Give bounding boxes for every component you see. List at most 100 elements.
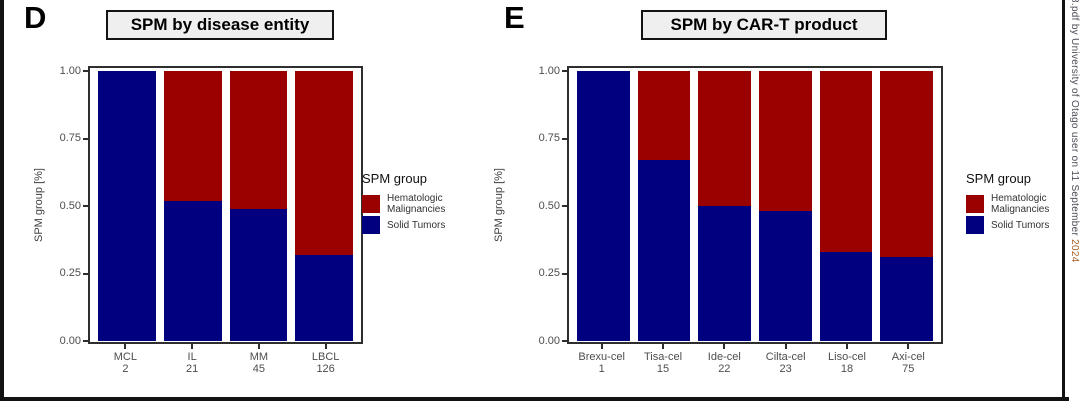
legend-swatch [362, 216, 380, 234]
legend-entry-label: Hematologic Malignancies [991, 193, 1050, 215]
x-tick-cell [296, 344, 355, 349]
x-tick-cell [96, 344, 155, 349]
y-tick-mark [83, 70, 88, 72]
x-tick-mark [845, 344, 848, 349]
x-tick-cell [230, 344, 289, 349]
bar-segment-solid-tumors [229, 208, 288, 341]
y-tick-label: 0.75 [59, 132, 81, 144]
x-axis-category-label: MCL 2 [113, 351, 137, 375]
x-axis-category-label: LBCL 126 [311, 351, 340, 375]
panel-letter-e: E [504, 0, 525, 35]
stacked-bar-mcl [98, 71, 156, 341]
panel-e-x-tick-marks [567, 344, 943, 349]
bar-segment-solid-tumors [880, 257, 934, 341]
y-tick-label: 0.25 [538, 267, 560, 279]
panel-e-title: SPM by CAR-T product [670, 15, 858, 34]
y-tick-label: 0.25 [59, 267, 81, 279]
stacked-bar-brexu-cel [577, 71, 630, 341]
legend-entry-label: Solid Tumors [387, 219, 446, 231]
x-tick-mark [661, 344, 664, 349]
legend-title: SPM group [966, 171, 1032, 186]
x-tick-mark [723, 344, 726, 349]
figure-frame-bottom [0, 397, 1069, 401]
x-axis-category-label: IL 21 [186, 351, 199, 375]
y-tick-mark [83, 205, 88, 207]
panel-e-plot-area [567, 66, 943, 344]
y-tick-mark [562, 205, 567, 207]
y-tick-label: 1.00 [538, 64, 560, 77]
bar-segment-hematologic [819, 71, 873, 252]
x-axis-category-label: Liso-cel 18 [828, 351, 866, 375]
legend-entries: Hematologic Malignancies Solid Tumors [362, 193, 470, 234]
bar-segment-hematologic [698, 71, 752, 206]
y-tick-mark [562, 70, 567, 72]
x-tick-cell [575, 344, 628, 349]
bar-segment-solid-tumors [819, 251, 873, 341]
legend-entry: Solid Tumors [362, 216, 470, 234]
x-axis-category-label: Axi-cel 75 [891, 351, 925, 375]
figure-frame-right [1062, 0, 1065, 401]
legend-swatch [362, 195, 380, 213]
y-tick-label: 1.00 [59, 64, 81, 77]
legend-entries: Hematologic Malignancies Solid Tumors [966, 193, 1074, 234]
legend-swatch [966, 216, 984, 234]
legend-title: SPM group [362, 171, 428, 186]
panel-d-plot-area [88, 66, 363, 344]
x-axis-category-label: Brexu-cel 1 [578, 351, 625, 375]
x-tick-mark [600, 344, 603, 349]
panel-e-legend: SPM group Hematologic Malignancies Solid … [966, 171, 1074, 235]
x-tick-cell [636, 344, 689, 349]
panel-letter-d: D [24, 0, 47, 35]
legend-swatch [966, 195, 984, 213]
stacked-bar-cilta-cel [759, 71, 812, 341]
x-axis-category-label: Ide-cel 22 [707, 351, 741, 375]
panel-d-title: SPM by disease entity [130, 15, 310, 34]
legend-entry: Solid Tumors [966, 216, 1074, 234]
y-tick-mark [562, 137, 567, 140]
panel-e-title-box: SPM by CAR-T product [641, 10, 887, 40]
x-axis-category-label: MM 45 [249, 351, 269, 375]
x-tick-cell [698, 344, 751, 349]
bar-segment-solid-tumors [637, 160, 691, 341]
x-tick-cell [882, 344, 935, 349]
panel-e-plot: SPM group [%] Brexu-cel 1 Tisa-cel 15 Ide-ce… [493, 65, 943, 375]
download-watermark-text: 8.pdf by University of Otago user on 11 … [1069, 0, 1080, 263]
stacked-bar-axi-cel [880, 71, 934, 341]
x-tick-mark [907, 344, 910, 349]
watermark-year: 2024 [1069, 239, 1080, 263]
x-tick-cell [759, 344, 812, 349]
bar-segment-hematologic [637, 71, 691, 161]
y-tick-mark [83, 340, 88, 342]
x-tick-mark [257, 344, 260, 349]
figure-frame-left [0, 0, 4, 401]
legend-entry-label: Hematologic Malignancies [387, 193, 446, 215]
panel-e-y-axis-label: SPM group [%] [493, 168, 505, 242]
bar-segment-hematologic [295, 71, 353, 255]
panel-d-title-box: SPM by disease entity [106, 10, 334, 40]
bar-segment-solid-tumors [295, 254, 353, 341]
bar-segment-solid-tumors [759, 211, 812, 341]
bar-segment-solid-tumors [98, 71, 156, 341]
legend-entry: Hematologic Malignancies [362, 193, 470, 215]
x-tick-mark [784, 344, 787, 349]
bar-segment-hematologic [880, 71, 934, 258]
y-tick-label: 0.00 [538, 334, 560, 347]
panel-d-legend: SPM group Hematologic Malignancies Solid … [362, 171, 470, 235]
bar-segment-hematologic [759, 71, 812, 212]
y-tick-label: 0.00 [59, 334, 81, 347]
x-axis-category-label: Cilta-cel 23 [765, 351, 806, 375]
panel-d-x-tick-marks [88, 344, 363, 349]
stacked-bar-mm [229, 71, 288, 341]
panel-d-plot: SPM group [%] MCL 2 IL 21 MM 45 LBCL 126 1.00 0.… [33, 65, 363, 375]
y-tick-label: 0.50 [59, 199, 81, 212]
x-tick-cell [163, 344, 222, 349]
stacked-bar-lbcl [295, 71, 353, 341]
bar-segment-solid-tumors [577, 71, 630, 341]
x-tick-cell [820, 344, 873, 349]
panel-e-x-axis-labels: Brexu-cel 1 Tisa-cel 15 Ide-cel 22 Cilta-cel 23… [567, 351, 943, 375]
stacked-bar-il [163, 71, 222, 341]
x-axis-category-label: Tisa-cel 15 [643, 351, 683, 375]
y-tick-label: 0.50 [538, 199, 560, 212]
bar-segment-solid-tumors [163, 200, 222, 341]
